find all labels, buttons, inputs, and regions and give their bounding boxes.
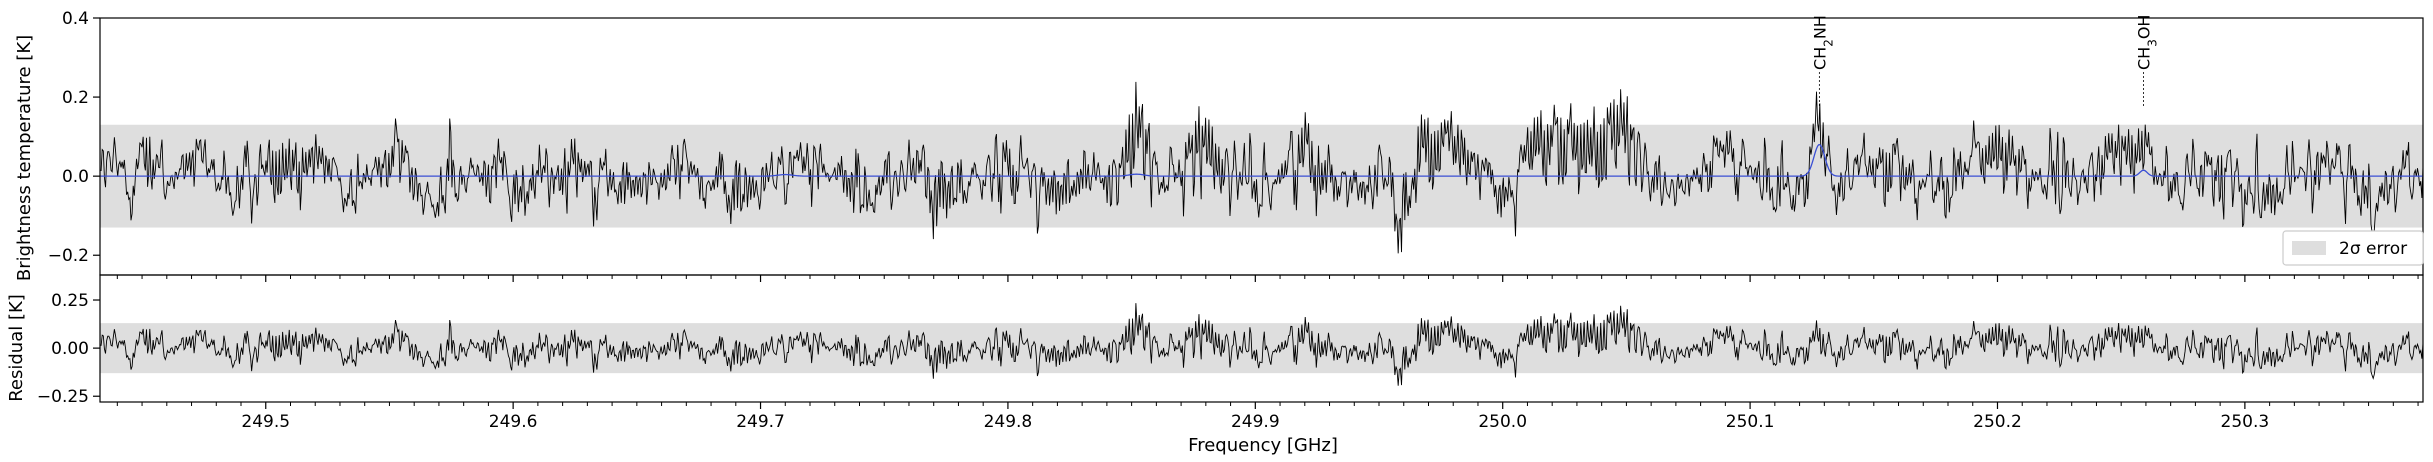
legend: 2σ error [2282,230,2424,266]
y-tick-label: 0.00 [51,339,89,359]
legend-label: 2σ error [2339,239,2407,259]
y-tick-label: 0.4 [62,9,89,29]
model-fit-line [100,143,2423,177]
y-tick-label: −0.2 [48,246,89,266]
annotation-label: CH3OH [2134,15,2159,70]
y-tick-label: 0.2 [62,88,89,108]
annotation-label: CH2NH [1810,15,1835,70]
x-tick-label: 249.7 [736,412,785,432]
residual-line [99,303,2424,386]
plot-frame [99,274,2424,403]
upper-spectrum-panel: −0.2 0.0 0.2 0.4 CH2NH CH3OH [48,9,2424,282]
error-band [100,323,2423,374]
residual-panel: 249.5 249.6 249.7 249.8 249.9 250.0 250.1 250.2… [37,274,2424,432]
x-tick-label: 249.8 [984,412,1033,432]
y-tick-label: −0.25 [37,387,89,407]
observed-spectrum-line [99,81,2424,254]
y-tick-label: 0.0 [62,167,89,187]
x-tick-label: 250.1 [1726,412,1775,432]
upper-y-axis-label: Brightness temperature [K] [14,35,35,281]
x-tick-label: 249.9 [1231,412,1280,432]
y-tick-label: 0.25 [51,291,89,311]
legend-swatch [2292,241,2326,255]
x-tick-label: 249.6 [489,412,538,432]
x-tick-label: 250.2 [1973,412,2022,432]
lower-y-axis-label: Residual [K] [6,294,27,402]
x-tick-label: 250.3 [2221,412,2270,432]
x-tick-label: 250.0 [1478,412,1527,432]
x-axis-label: Frequency [GHz] [1188,435,1338,456]
legend-box [2282,230,2424,266]
x-tick-label: 249.5 [241,412,290,432]
